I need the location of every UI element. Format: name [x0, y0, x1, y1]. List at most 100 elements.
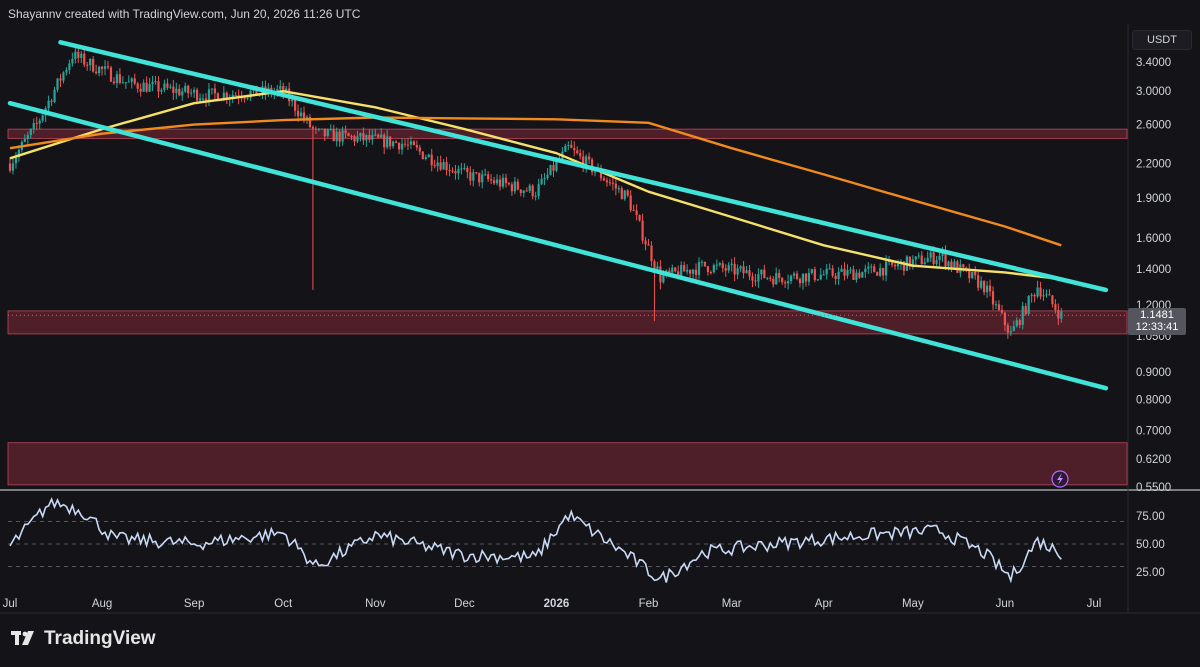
candle — [795, 270, 799, 281]
candle-body — [1045, 294, 1048, 296]
candle-body — [47, 100, 50, 109]
candle — [528, 183, 531, 194]
candle-body — [650, 245, 653, 262]
candle-body — [822, 274, 825, 276]
candle — [430, 148, 433, 172]
candle — [478, 172, 481, 187]
candle — [433, 159, 436, 169]
candle — [184, 82, 187, 93]
candle-body — [279, 86, 282, 90]
candle — [1021, 301, 1024, 330]
candle — [564, 143, 567, 152]
candle — [840, 265, 843, 272]
candle — [552, 159, 555, 178]
candle-body — [347, 133, 350, 136]
candle — [427, 153, 430, 158]
candle — [861, 271, 864, 278]
candle-body — [466, 167, 469, 173]
candle — [62, 71, 65, 84]
candle — [35, 116, 38, 130]
candle-body — [8, 163, 12, 171]
candle-body — [109, 67, 113, 82]
candle — [463, 163, 466, 171]
candle — [38, 118, 41, 130]
candle-body — [495, 179, 499, 184]
candle-body — [442, 162, 445, 170]
candle — [772, 276, 775, 288]
candle — [712, 263, 715, 274]
candle-body — [475, 172, 478, 174]
candle — [314, 126, 317, 135]
time-tick-label: Sep — [184, 598, 204, 610]
tradingview-logo[interactable]: TradingView — [10, 628, 156, 650]
candle — [445, 156, 448, 176]
candle — [757, 268, 760, 288]
candle — [243, 96, 246, 103]
candle-body — [1042, 295, 1045, 297]
candle — [193, 87, 196, 98]
time-tick-label: 2026 — [544, 598, 570, 610]
candle-body — [166, 83, 169, 88]
candle — [638, 214, 641, 222]
candle — [175, 82, 178, 100]
candle-body — [789, 275, 793, 282]
candle-body — [148, 84, 151, 92]
candle — [311, 125, 315, 290]
candle-body — [35, 123, 38, 125]
candle — [608, 178, 612, 186]
candle — [392, 140, 395, 149]
candle-body — [923, 262, 926, 265]
candle — [724, 264, 727, 277]
candle-body — [810, 269, 813, 273]
candle-body — [549, 165, 552, 175]
candle — [792, 271, 796, 279]
candle-body — [769, 277, 772, 279]
candle — [858, 269, 861, 279]
candle — [383, 132, 386, 154]
candle — [944, 245, 947, 270]
candle — [386, 129, 389, 150]
candle-body — [92, 58, 95, 72]
candle — [736, 264, 739, 280]
candle — [8, 157, 12, 173]
candle-body — [1036, 287, 1039, 297]
candle — [106, 61, 110, 70]
candle-body — [801, 273, 805, 284]
candle — [181, 87, 184, 101]
candle-body — [115, 74, 119, 84]
candle — [917, 252, 920, 259]
price-tick-label: 0.7000 — [1136, 426, 1171, 438]
candle-body — [965, 267, 968, 270]
candle — [481, 170, 484, 189]
candle-body — [409, 141, 413, 145]
channel-lower-line — [7, 100, 1109, 391]
candle-body — [837, 271, 840, 279]
candle — [985, 280, 989, 299]
candle — [11, 158, 15, 175]
currency-selector[interactable]: USDT — [1132, 30, 1192, 50]
candle-body — [469, 172, 472, 181]
candle-body — [338, 131, 341, 142]
candle — [573, 141, 576, 157]
candle-body — [276, 89, 279, 92]
candle-body — [178, 88, 181, 96]
candle — [487, 171, 490, 183]
candle — [1030, 292, 1033, 303]
candle-body — [1027, 295, 1030, 315]
candle — [148, 77, 151, 93]
candle-body — [582, 156, 585, 168]
candle-body — [210, 88, 214, 90]
candle — [145, 76, 148, 93]
candle-body — [623, 190, 626, 200]
price-tick-label: 2.6000 — [1136, 120, 1171, 132]
candle — [1057, 303, 1060, 325]
candle — [436, 156, 439, 172]
candle-body — [418, 147, 421, 152]
candle-body — [882, 268, 885, 276]
candle — [187, 84, 190, 98]
candle-body — [478, 172, 481, 183]
candle-body — [196, 89, 199, 101]
candle-body — [53, 89, 56, 102]
tradingview-logo-icon — [11, 631, 34, 645]
